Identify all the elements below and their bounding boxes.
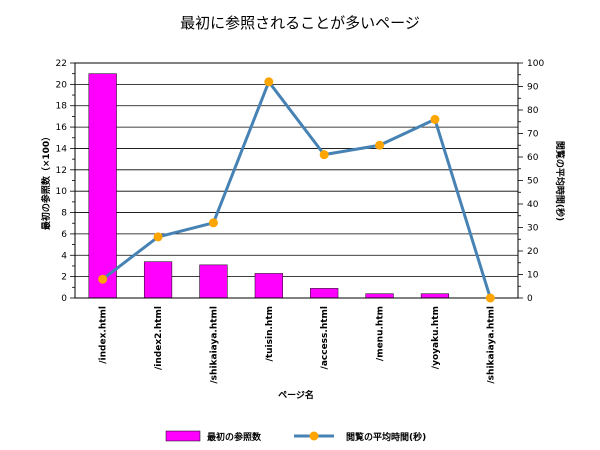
bar <box>365 293 394 299</box>
line-point <box>485 293 495 303</box>
grid <box>75 62 518 299</box>
right-tick-label: 50 <box>527 177 539 187</box>
line-series <box>98 77 495 303</box>
category-label: /index.html <box>99 306 109 364</box>
bar <box>254 273 283 299</box>
right-tick-label: 10 <box>527 271 539 281</box>
legend-bar-label: 最初の参照数 <box>207 431 262 443</box>
left-tick-label: 8 <box>61 209 67 219</box>
bar <box>88 73 117 299</box>
bar <box>143 261 173 299</box>
right-tick-label: 30 <box>527 224 539 234</box>
category-label: /menu.htm <box>376 306 386 361</box>
line-point <box>319 150 329 160</box>
left-tick-label: 20 <box>56 80 68 90</box>
right-tick-label: 20 <box>527 247 539 257</box>
category-label: /tuisin.htm <box>265 306 275 361</box>
chart-title: 最初に参照されることが多いページ <box>180 14 420 32</box>
bar <box>420 293 450 299</box>
series-line <box>101 80 492 299</box>
bar <box>310 288 339 299</box>
line-point <box>430 114 440 124</box>
right-tick-label: 70 <box>527 130 539 140</box>
legend-line-marker <box>309 431 319 441</box>
category-label: /shikaiaya.html <box>486 306 496 384</box>
bar-series <box>88 73 450 299</box>
left-tick-label: 4 <box>61 251 67 261</box>
left-axis-ticks: 0 2 4 6 8 10 12 14 16 18 20 22 <box>56 59 75 304</box>
left-tick-label: 2 <box>61 273 67 283</box>
legend-bar-swatch <box>165 430 201 442</box>
legend: 最初の参照数 閲覧の平均時間(秒) <box>165 430 426 443</box>
left-tick-label: 16 <box>56 123 68 133</box>
line-point <box>98 274 108 284</box>
category-label: /yoyaku.htm <box>431 306 441 369</box>
left-tick-label: 18 <box>56 102 68 112</box>
line-point <box>375 140 385 150</box>
right-axis-ticks: 0 10 20 30 40 50 60 70 80 90 100 <box>518 59 544 304</box>
line-point <box>264 77 274 87</box>
category-label: /shikaiaya.html <box>209 306 219 384</box>
left-axis-label: 最初の参照数（×100） <box>40 132 52 230</box>
right-tick-label: 40 <box>527 200 539 210</box>
right-tick-label: 0 <box>527 294 533 304</box>
right-axis-label: 閲覧の平均時間(秒) <box>554 141 566 221</box>
line-point <box>208 218 218 228</box>
right-tick-label: 90 <box>527 83 539 93</box>
plot-frame <box>74 62 519 299</box>
category-label: /index2.html <box>154 306 164 370</box>
left-tick-label: 22 <box>56 59 67 69</box>
left-tick-label: 6 <box>61 230 67 240</box>
line-point <box>153 232 163 242</box>
left-tick-label: 0 <box>61 294 67 304</box>
legend-line-label: 閲覧の平均時間(秒) <box>346 431 426 443</box>
category-label: /access.html <box>320 306 330 369</box>
left-tick-label: 12 <box>56 166 67 176</box>
bar <box>199 264 228 299</box>
right-tick-label: 60 <box>527 153 539 163</box>
right-tick-label: 100 <box>527 59 544 69</box>
right-tick-label: 80 <box>527 106 539 116</box>
left-tick-label: 14 <box>56 144 68 154</box>
left-tick-label: 10 <box>56 187 68 197</box>
category-labels: /index.html/index2.html/shikaiaya.html/t… <box>99 306 497 384</box>
x-axis-label: ページ名 <box>278 389 314 401</box>
